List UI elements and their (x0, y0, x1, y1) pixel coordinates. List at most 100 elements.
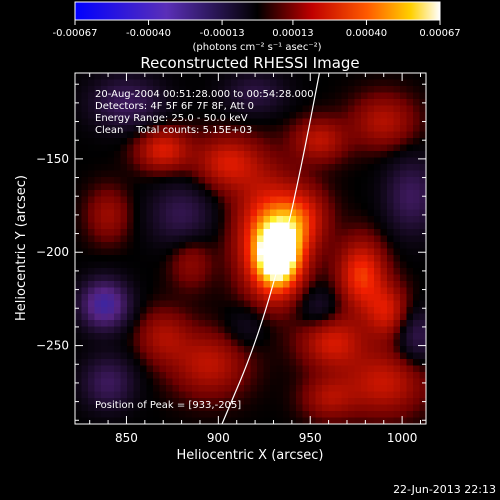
heatmap-cell (94, 203, 102, 210)
heatmap-cell (88, 164, 95, 171)
heatmap-cell (120, 268, 128, 275)
heatmap-cell (198, 177, 206, 184)
heatmap-cell (244, 385, 251, 392)
heatmap-cell (400, 307, 407, 314)
heatmap-cell (354, 196, 362, 204)
heatmap-cell (211, 346, 219, 353)
heatmap-cell (393, 190, 401, 197)
heatmap-cell (94, 125, 102, 132)
heatmap-cell (341, 125, 349, 132)
heatmap-cell (192, 229, 199, 236)
heatmap-cell (127, 118, 134, 126)
heatmap-cell (289, 235, 297, 243)
heatmap-cell (296, 385, 303, 392)
heatmap-cell (244, 138, 251, 145)
heatmap-cell (309, 320, 316, 327)
heatmap-cell (393, 417, 401, 424)
heatmap-cell (250, 307, 258, 314)
heatmap-cell (153, 177, 160, 184)
heatmap-cell (218, 235, 225, 243)
heatmap-cell (218, 326, 225, 334)
heatmap-cell (387, 261, 394, 269)
heatmap-cell (348, 326, 355, 334)
heatmap-cell (94, 359, 102, 366)
heatmap-cell (413, 151, 420, 158)
heatmap-cell (374, 73, 381, 80)
heatmap-cell (198, 203, 206, 210)
heatmap-cell (309, 365, 316, 373)
heatmap-cell (146, 281, 154, 288)
heatmap-cell (237, 92, 245, 100)
heatmap-cell (348, 73, 355, 80)
heatmap-cell (393, 125, 401, 132)
heatmap-cell (309, 391, 316, 399)
heatmap-cell (166, 352, 173, 360)
heatmap-cell (367, 385, 375, 392)
heatmap-cell (335, 170, 342, 178)
heatmap-cell (237, 190, 245, 197)
heatmap-cell (361, 196, 368, 204)
heatmap-cell (413, 209, 420, 217)
heatmap-cell (185, 105, 193, 113)
heatmap-cell (276, 378, 284, 386)
heatmap-cell (153, 190, 160, 197)
heatmap-cell (289, 352, 297, 360)
heatmap-cell (250, 352, 258, 360)
heatmap-cell (393, 118, 401, 126)
heatmap-cell (406, 255, 414, 262)
heatmap-cell (419, 164, 426, 171)
heatmap-cell (257, 365, 264, 373)
heatmap-cell (146, 261, 154, 269)
heatmap-cell (315, 385, 323, 392)
heatmap-cell (419, 79, 426, 87)
heatmap-cell (101, 144, 108, 152)
heatmap-cell (322, 281, 329, 288)
heatmap-cell (335, 346, 342, 353)
heatmap-cell (276, 404, 284, 412)
heatmap-cell (322, 287, 329, 295)
heatmap-cell (179, 138, 186, 145)
heatmap-cell (406, 229, 414, 236)
heatmap-cell (153, 144, 160, 152)
heatmap-cell (88, 255, 95, 262)
heatmap-cell (127, 216, 134, 223)
heatmap-cell (166, 196, 173, 204)
heatmap-cell (224, 242, 232, 249)
heatmap-cell (192, 274, 199, 282)
heatmap-cell (114, 352, 121, 360)
heatmap-cell (224, 261, 232, 269)
heatmap-cell (361, 365, 368, 373)
heatmap-cell (114, 411, 121, 418)
heatmap-cell (172, 190, 180, 197)
heatmap-cell (198, 326, 206, 334)
heatmap-cell (185, 73, 193, 80)
heatmap-cell (257, 281, 264, 288)
heatmap-cell (328, 73, 336, 80)
heatmap-cell (140, 352, 147, 360)
heatmap-cell (231, 313, 238, 321)
heatmap-cell (88, 118, 95, 126)
heatmap-cell (192, 417, 199, 424)
info-energy-range: Energy Range: 25.0 - 50.0 keV (95, 113, 248, 124)
heatmap-cell (127, 177, 134, 184)
heatmap-cell (211, 73, 219, 80)
heatmap-cell (270, 261, 277, 269)
heatmap-cell (224, 170, 232, 178)
heatmap-cell (322, 170, 329, 178)
heatmap-cell (244, 170, 251, 178)
heatmap-cell (354, 229, 362, 236)
heatmap-cell (198, 398, 206, 405)
heatmap-cell (127, 385, 134, 392)
heatmap-cell (296, 183, 303, 191)
heatmap-cell (237, 144, 245, 152)
heatmap-cell (94, 248, 102, 256)
heatmap-cell (315, 417, 323, 424)
heatmap-cell (224, 216, 232, 223)
heatmap-cell (224, 385, 232, 392)
heatmap-cell (289, 372, 297, 379)
heatmap-cell (393, 196, 401, 204)
heatmap-cell (107, 391, 115, 399)
heatmap-cell (153, 333, 160, 340)
heatmap-cell (244, 365, 251, 373)
heatmap-cell (374, 229, 381, 236)
